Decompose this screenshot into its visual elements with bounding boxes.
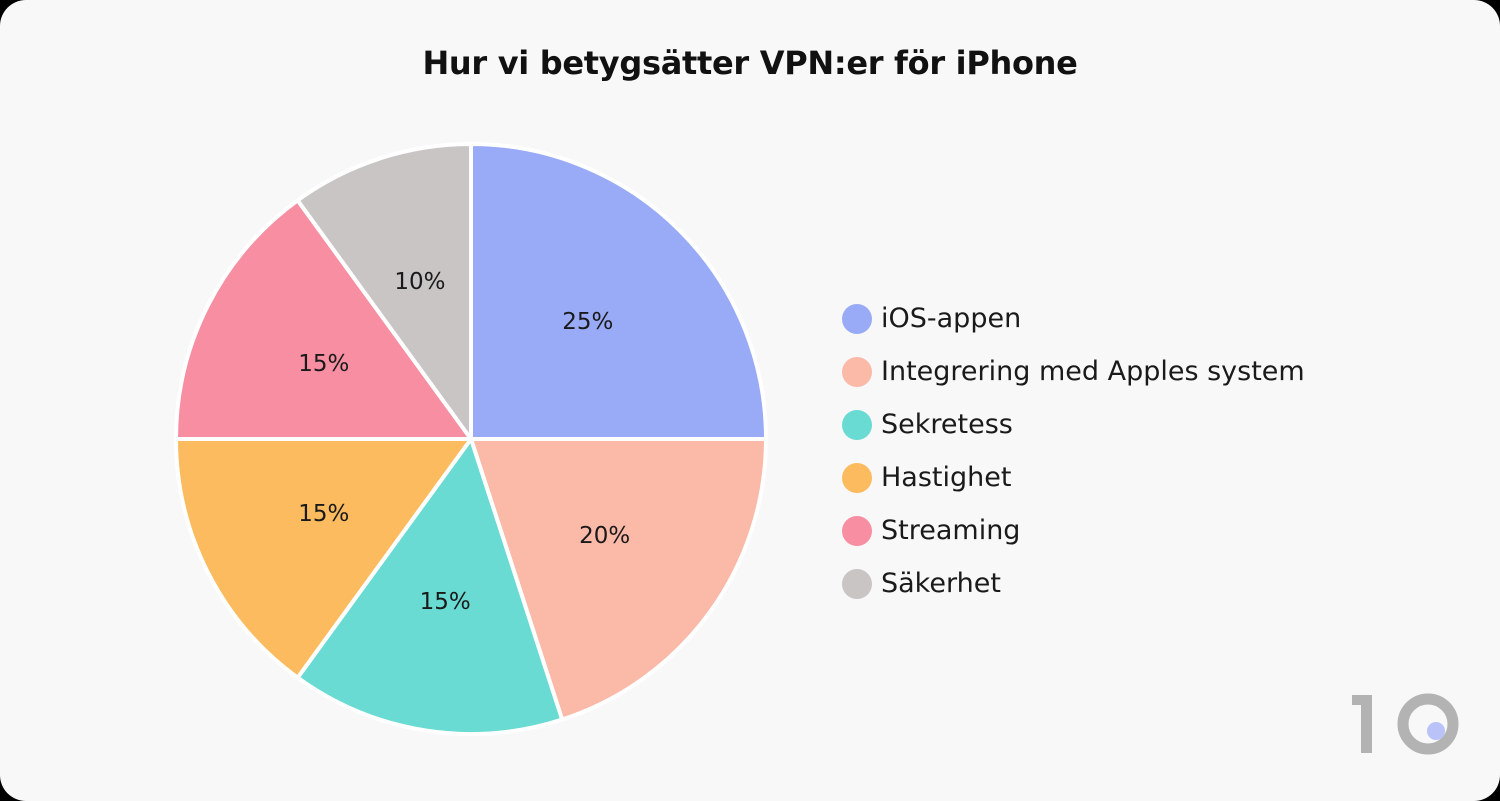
pie-slice-sekretess <box>295 437 565 736</box>
pie-slice-label-sekretess: 15% <box>420 589 471 615</box>
legend-item-integrering-med-apples-system: Integrering med Apples system <box>842 345 1305 398</box>
pie-slice-label-integrering-med-apples-system: 20% <box>579 523 630 549</box>
legend-label: Streaming <box>881 515 1021 546</box>
pie-slice-streaming <box>174 198 473 441</box>
legend-label: Integrering med Apples system <box>881 356 1305 387</box>
legend-label: iOS-appen <box>881 303 1022 334</box>
brand-logo <box>1352 693 1459 755</box>
logo-one-flag <box>1352 695 1366 705</box>
pie-slice-label-hastighet: 15% <box>298 501 349 527</box>
legend-swatch-icon <box>842 356 872 387</box>
legend-swatch-icon <box>842 462 872 493</box>
logo-zero-ring <box>1397 693 1459 755</box>
logo-one-stroke <box>1361 695 1372 753</box>
legend-item-streaming: Streaming <box>842 504 1305 557</box>
chart-legend: iOS-appen Integrering med Apples system Se… <box>842 292 1305 610</box>
legend-item-ios-appen: iOS-appen <box>842 292 1305 345</box>
pie-slice-label-ios-appen: 25% <box>562 309 613 335</box>
legend-item-sekretess: Sekretess <box>842 398 1305 451</box>
pie-slice-integrering-med-apples-system <box>469 437 768 722</box>
logo-dot <box>1427 722 1445 740</box>
chart-title: Hur vi betygsätter VPN:er för iPhone <box>422 44 1078 82</box>
pie-slice-label-sakerhet: 10% <box>394 269 445 295</box>
legend-swatch-icon <box>842 515 872 546</box>
legend-swatch-icon <box>842 409 872 440</box>
pie-slice-hastighet <box>174 437 473 680</box>
pie-slice-ios-appen <box>469 142 768 441</box>
legend-label: Hastighet <box>881 462 1012 493</box>
legend-item-sakerhet: Säkerhet <box>842 557 1305 610</box>
pie-slice-label-streaming: 15% <box>298 351 349 377</box>
pie-slice-sakerhet <box>295 142 473 441</box>
legend-swatch-icon <box>842 303 872 334</box>
legend-swatch-icon <box>842 568 872 599</box>
legend-item-hastighet: Hastighet <box>842 451 1305 504</box>
legend-label: Sekretess <box>881 409 1013 440</box>
legend-label: Säkerhet <box>881 568 1001 599</box>
